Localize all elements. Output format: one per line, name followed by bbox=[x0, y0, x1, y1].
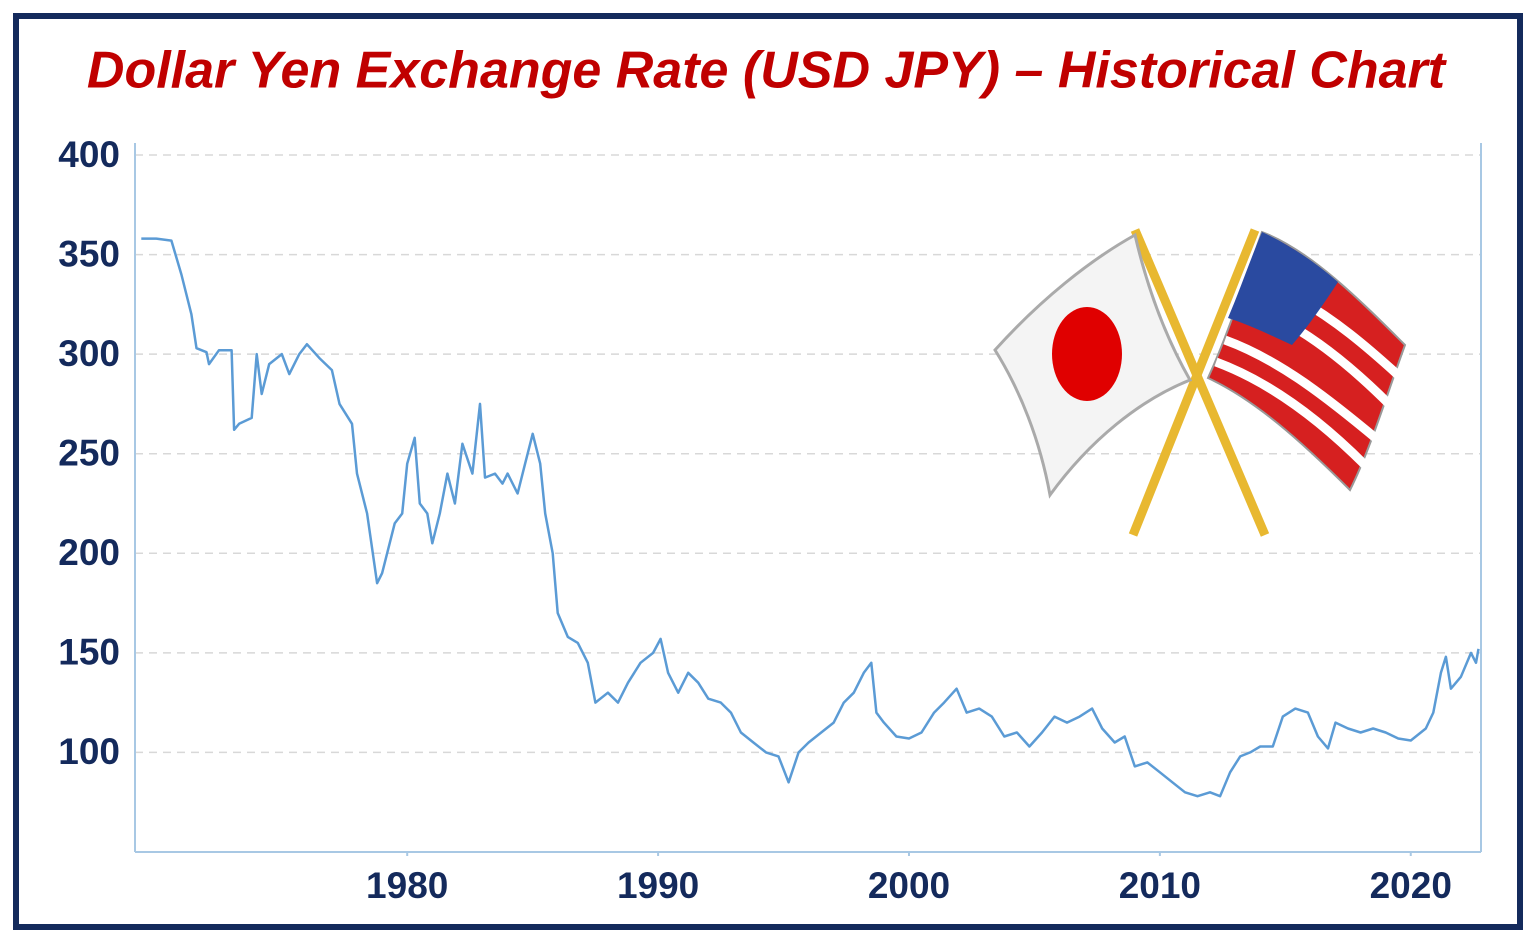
data-line bbox=[141, 237, 1480, 798]
flag-pole bbox=[1128, 228, 1260, 537]
chart-title: Dollar Yen Exchange Rate (USD JPY) – His… bbox=[87, 42, 1448, 100]
y-tick-label: 150 bbox=[58, 632, 120, 673]
x-tick-label: 2010 bbox=[1119, 865, 1201, 906]
x-tick-label: 2020 bbox=[1370, 865, 1452, 906]
flag-pole bbox=[1130, 228, 1270, 537]
x-tick-label: 1980 bbox=[366, 865, 448, 906]
flags bbox=[993, 228, 1407, 537]
x-tick-label: 1990 bbox=[617, 865, 699, 906]
us-stripes bbox=[1214, 296, 1402, 469]
frame bbox=[13, 13, 1523, 930]
y-tick-label: 100 bbox=[58, 731, 120, 772]
y-tick-label: 350 bbox=[58, 233, 120, 274]
x-tick-label: 2000 bbox=[868, 865, 950, 906]
y-tick-label: 200 bbox=[58, 532, 120, 573]
axes bbox=[134, 143, 1482, 853]
y-tick-label: 400 bbox=[58, 134, 120, 175]
japan-sun bbox=[1052, 307, 1122, 401]
us-canton bbox=[1228, 232, 1338, 345]
y-tick-label: 250 bbox=[58, 432, 120, 473]
y-tick-label: 300 bbox=[58, 333, 120, 374]
